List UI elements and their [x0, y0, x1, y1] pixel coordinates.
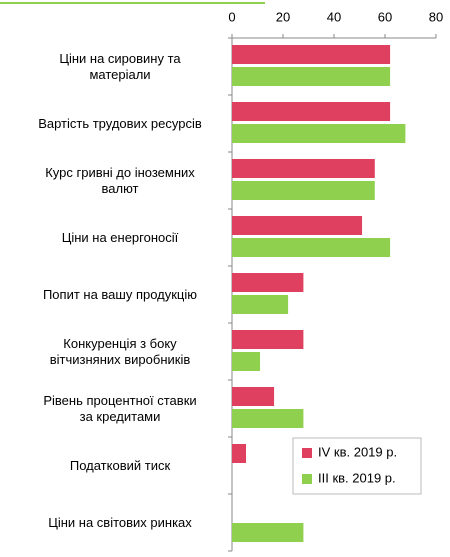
bar	[232, 295, 289, 314]
legend-label: IV кв. 2019 р.	[318, 444, 397, 459]
bar	[232, 523, 304, 542]
y-tick-label: Ціни на світових ринках	[48, 514, 192, 530]
bar	[232, 330, 304, 349]
x-tick-label: 0	[228, 9, 235, 24]
y-tick-label: Податковий тиск	[69, 457, 171, 473]
bar	[232, 444, 247, 463]
legend-swatch	[302, 448, 312, 458]
bar	[232, 67, 391, 86]
bar	[232, 181, 375, 200]
y-tick-label: Вартість трудових ресурсів	[38, 115, 202, 131]
y-tick-label: Курс гривні до іноземних валют	[45, 164, 195, 196]
y-tick-label: Ціни на енергоносії	[61, 229, 179, 245]
legend-label: III кв. 2019 р.	[318, 470, 396, 485]
y-tick-label: Рівень процентної ставки за кредитами	[43, 392, 197, 424]
bar	[232, 273, 304, 292]
x-tick-label: 40	[327, 9, 341, 24]
bar	[232, 159, 375, 178]
x-tick-label: 80	[429, 9, 443, 24]
bar	[232, 216, 363, 235]
legend-box	[292, 437, 422, 495]
y-tick-label: Ціни на сировину та матеріали	[59, 50, 181, 82]
bar	[232, 238, 391, 257]
y-tick-label: Конкуренція з боку вітчизняних виробникі…	[49, 335, 191, 367]
bar	[232, 45, 391, 64]
bar	[232, 387, 275, 406]
legend-swatch	[302, 474, 312, 484]
x-tick-label: 20	[276, 9, 290, 24]
x-tick-label: 60	[378, 9, 392, 24]
bar	[232, 102, 391, 121]
bar	[232, 124, 406, 143]
y-tick-label: Попит на вашу продукцію	[42, 286, 198, 302]
bar	[232, 409, 304, 428]
bar	[232, 352, 261, 371]
